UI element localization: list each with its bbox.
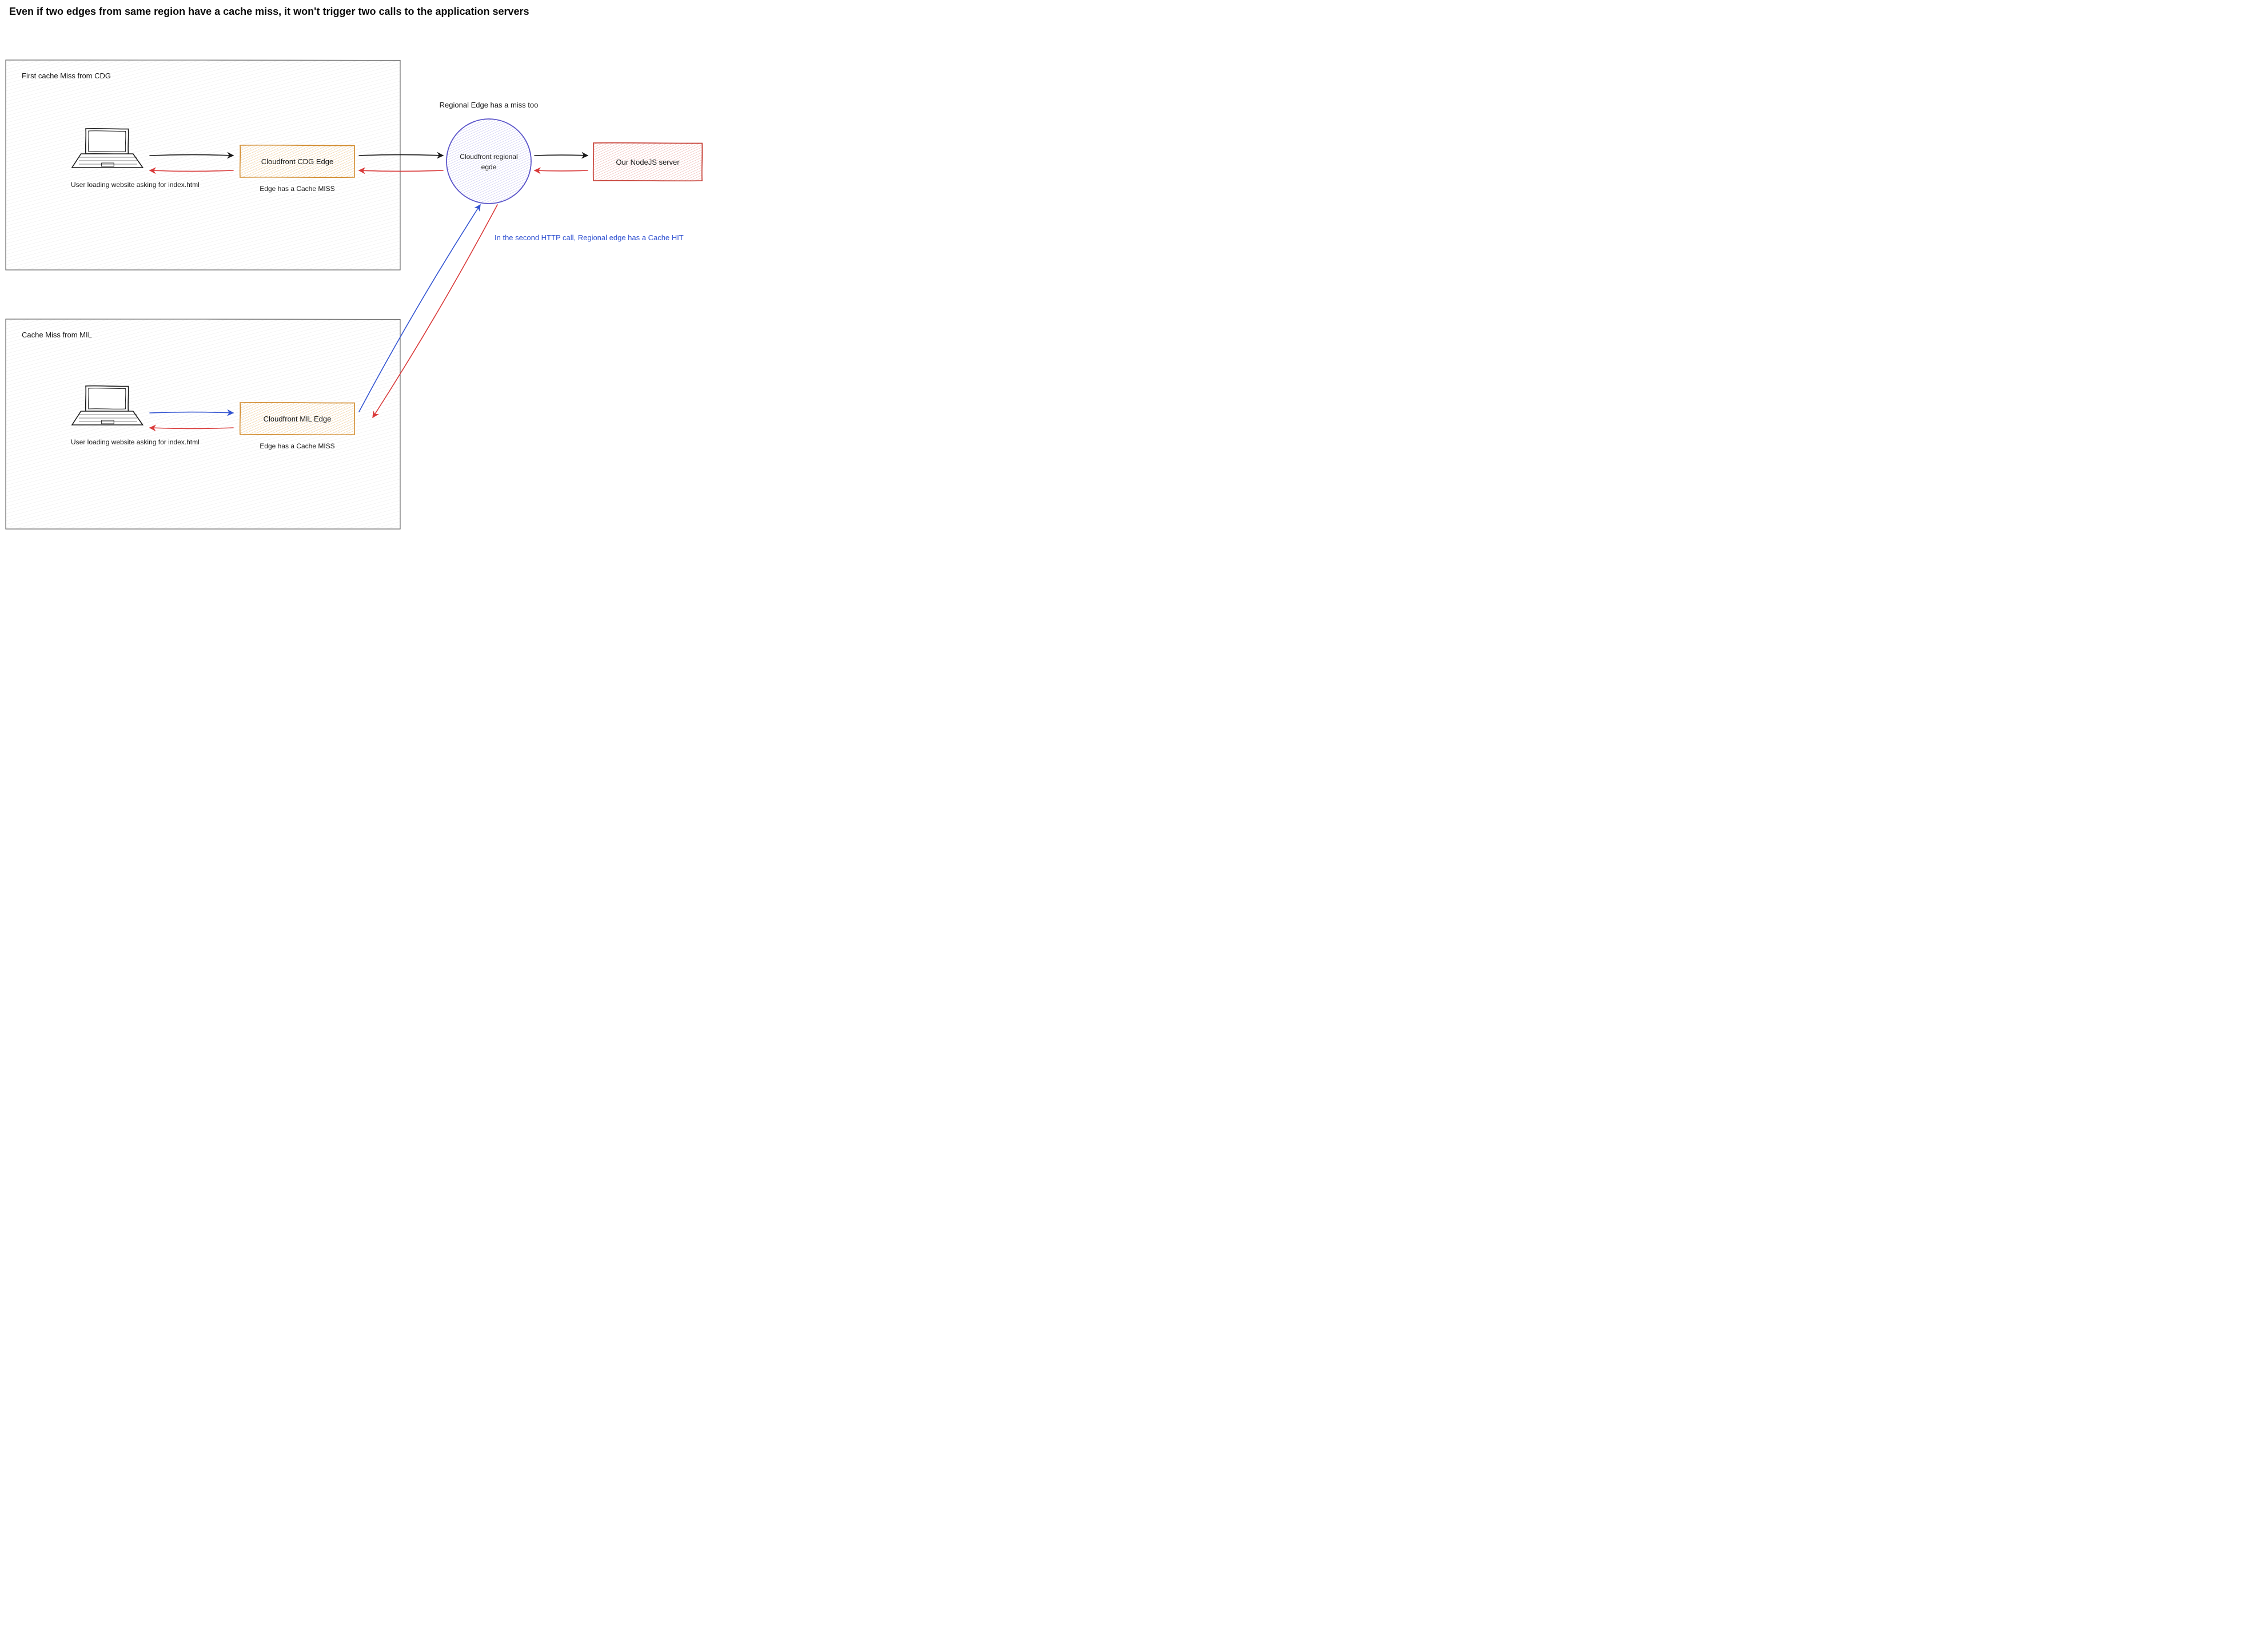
regional-edge-label-1: Cloudfront regional bbox=[460, 153, 517, 161]
edge-mil-label: Cloudfront MIL Edge bbox=[264, 415, 332, 423]
panel-cdg-title: First cache Miss from CDG bbox=[22, 71, 111, 80]
arrow-regional-to-cdg-edge bbox=[359, 170, 443, 171]
panel-mil-title: Cache Miss from MIL bbox=[22, 331, 92, 339]
regional-hit-caption: In the second HTTP call, Regional edge h… bbox=[495, 233, 684, 242]
edge-cdg-caption: Edge has a Cache MISS bbox=[260, 185, 334, 193]
regional-edge-label-2: egde bbox=[481, 163, 497, 171]
arrow-regional-to-server bbox=[535, 155, 588, 156]
diagram-title: Even if two edges from same region have … bbox=[9, 6, 529, 17]
nodejs-server: Our NodeJS server bbox=[593, 143, 703, 181]
edge-mil-caption: Edge has a Cache MISS bbox=[260, 442, 334, 450]
laptop-cdg-caption: User loading website asking for index.ht… bbox=[71, 181, 200, 189]
nodejs-server-label: Our NodeJS server bbox=[616, 158, 680, 166]
arrow-server-to-regional bbox=[535, 170, 588, 171]
edge-cdg-label: Cloudfront CDG Edge bbox=[261, 157, 333, 166]
regional-top-caption: Regional Edge has a miss too bbox=[440, 101, 539, 109]
laptop-mil-caption: User loading website asking for index.ht… bbox=[71, 438, 200, 446]
arrow-cdg-edge-to-regional bbox=[359, 155, 443, 156]
